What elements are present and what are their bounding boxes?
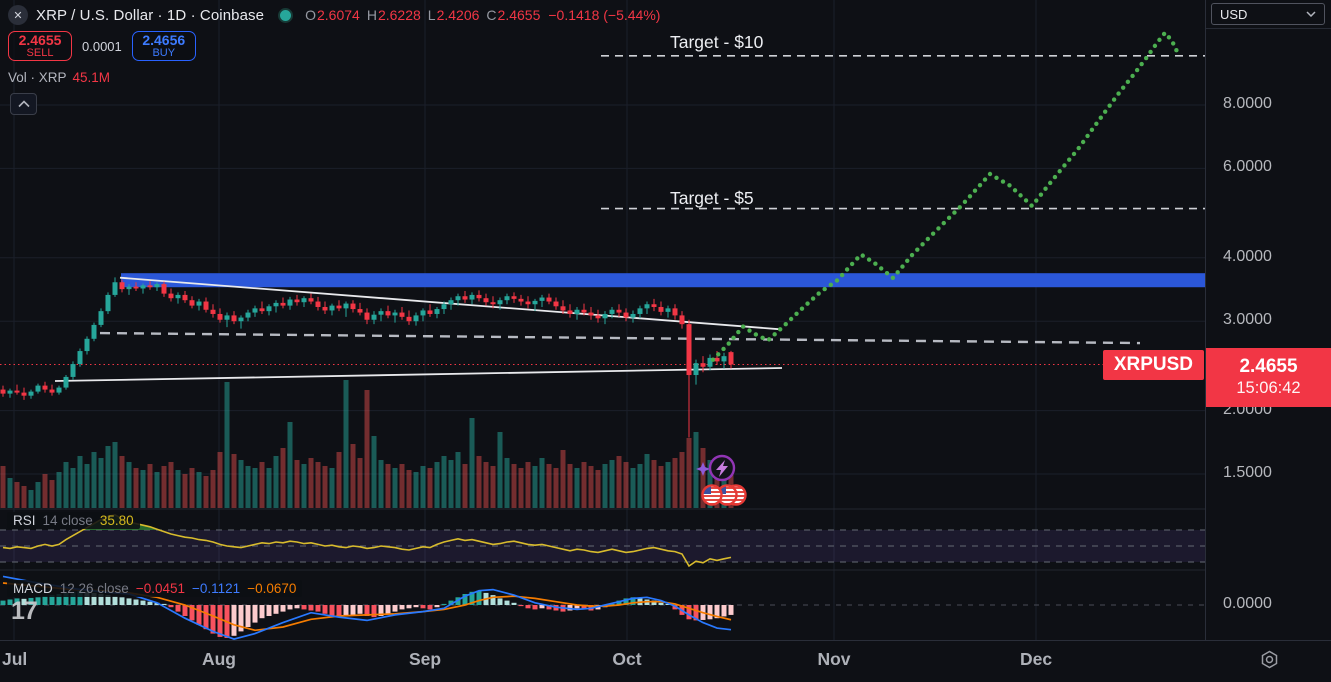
countdown-timer: 15:06:42 xyxy=(1236,379,1301,397)
symbol-title[interactable]: XRP / U.S. Dollar · 1D · Coinbase xyxy=(36,6,265,24)
rsi-pane xyxy=(0,513,1205,568)
close-icon[interactable]: ✕ xyxy=(8,5,28,25)
target-5-label: Target - $5 xyxy=(670,188,754,208)
price-tick: 1.5000 xyxy=(1223,464,1272,481)
symbol-price-tag: XRPUSD xyxy=(1102,350,1204,380)
ohlc-values: O 2.6074 H 2.6228 L 2.4206 C 2.4655 −0.1418 … xyxy=(305,7,661,23)
rsi-legend[interactable]: RSI 14 close 35.80 xyxy=(7,512,140,529)
price-pane xyxy=(0,31,1205,508)
sparkle-icon[interactable] xyxy=(696,462,710,476)
price-tick: 8.0000 xyxy=(1223,95,1272,112)
buy-button[interactable]: 2.4656 BUY xyxy=(131,31,196,61)
price-axis[interactable]: 8.0000 6.0000 4.0000 3.0000 2.0000 1.5000 0.00… xyxy=(1205,0,1331,682)
us-flag-event-icon[interactable] xyxy=(701,484,747,506)
chevron-up-icon xyxy=(17,100,30,108)
month-label-nov: Nov xyxy=(817,649,851,669)
target-10-label: Target - $10 xyxy=(670,32,764,52)
volume-layer xyxy=(0,380,734,508)
gear-icon[interactable] xyxy=(1260,650,1279,669)
month-label-jul: Jul xyxy=(2,649,28,669)
macd-line xyxy=(2,575,732,640)
macd-zero-tick: 0.0000 xyxy=(1223,595,1272,612)
month-label-aug: Aug xyxy=(201,649,237,669)
month-label-oct: Oct xyxy=(612,649,642,669)
month-label-dec: Dec xyxy=(1019,649,1053,669)
chevron-down-icon xyxy=(1306,11,1316,17)
macd-signal-line xyxy=(2,582,732,632)
macd-legend[interactable]: MACD 12 26 close −0.0451 −0.1121 −0.0670 xyxy=(7,580,303,597)
month-label-sep: Sep xyxy=(408,649,442,669)
resistance-zone xyxy=(121,273,1205,288)
macd-pane xyxy=(0,575,1205,640)
price-tick: 3.0000 xyxy=(1223,311,1272,329)
currency-dropdown[interactable]: USD xyxy=(1211,3,1325,25)
axis-divider xyxy=(1205,28,1331,29)
change-value: −0.1418 (−5.44%) xyxy=(548,7,661,23)
chart-canvas[interactable] xyxy=(0,0,1205,640)
chart-header: ✕ XRP / U.S. Dollar · 1D · Coinbase O 2.6… xyxy=(8,4,660,26)
price-tick: 6.0000 xyxy=(1223,158,1272,176)
dashed-support-line xyxy=(99,331,1141,345)
candles-layer xyxy=(0,277,734,438)
lightning-idea-icon[interactable] xyxy=(708,454,736,482)
volume-legend: Vol · XRP 45.1M xyxy=(8,70,111,85)
projection-path xyxy=(710,31,1179,362)
sell-button[interactable]: 2.4655 SELL xyxy=(8,31,72,61)
spread-value: 0.0001 xyxy=(82,38,122,54)
market-status-icon[interactable] xyxy=(278,7,294,23)
price-tick: 4.0000 xyxy=(1223,247,1272,265)
collapse-button[interactable] xyxy=(10,93,37,115)
last-price-label: 2.4655 15:06:42 xyxy=(1206,348,1331,407)
trade-panel: 2.4655 SELL 0.0001 2.4656 BUY xyxy=(8,31,196,61)
time-axis[interactable]: Jul Aug Sep Oct Nov Dec xyxy=(0,640,1331,682)
chart-markers xyxy=(694,450,754,508)
trendline xyxy=(54,367,783,382)
tradingview-logo[interactable]: 17 xyxy=(11,597,38,625)
